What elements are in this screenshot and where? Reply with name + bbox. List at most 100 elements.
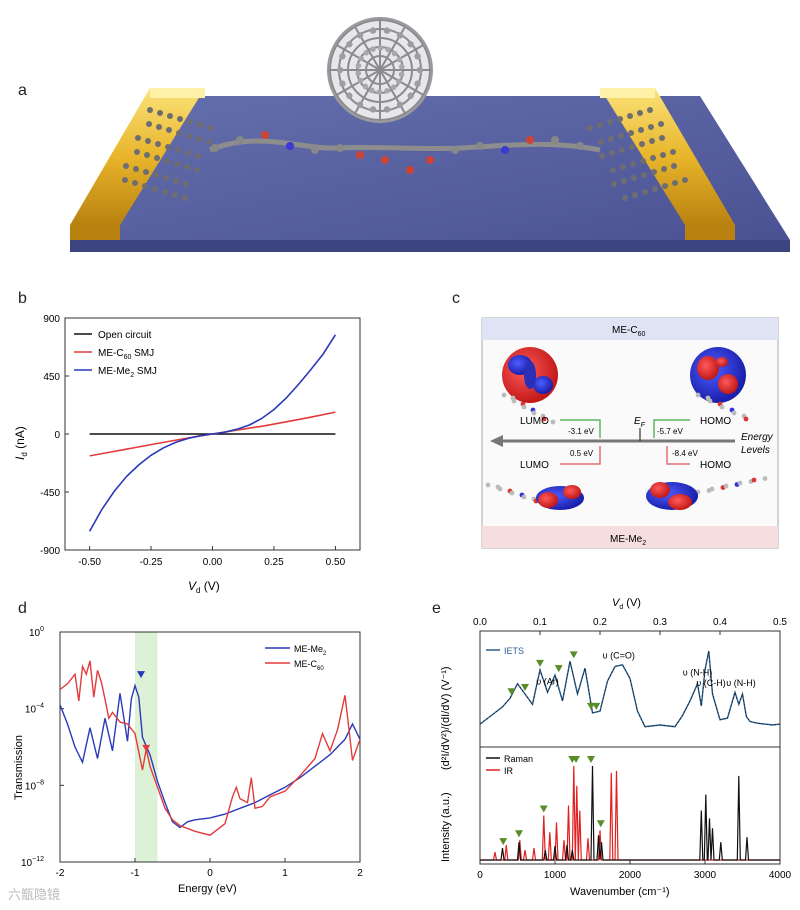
- c60-atom: [414, 53, 421, 60]
- top-x-tick-label: 0.1: [533, 617, 547, 628]
- graphene-atom: [659, 135, 665, 141]
- molecule-atom: [485, 482, 491, 488]
- energy-axis-label-2: Levels: [741, 445, 770, 456]
- watermark-text: 六甑隐镜: [8, 887, 61, 902]
- y-tick-label: 10−8: [25, 779, 44, 792]
- legend-e-raman-label: Raman: [504, 754, 533, 764]
- legend-e-iets-label: IETS: [504, 646, 524, 656]
- graphene-atom: [173, 178, 179, 184]
- graphene-atom: [187, 119, 193, 125]
- iets-peak-marker: [554, 665, 563, 673]
- graphene-atom: [132, 180, 138, 186]
- c60-atom: [362, 83, 369, 90]
- molecule-atom: [737, 480, 743, 486]
- molecule-atom: [521, 404, 527, 410]
- graphene-atom: [207, 125, 213, 131]
- c60-atom: [355, 62, 362, 69]
- graphene-atom: [638, 127, 644, 133]
- legend-open-label: Open circuit: [98, 330, 152, 341]
- backbone-atom: [576, 142, 584, 150]
- c60-atom: [339, 80, 346, 87]
- panel-e-legend-bottom: Raman IR: [486, 754, 533, 776]
- level-me2-homo-bracket: [666, 446, 690, 465]
- y-tick-exponent: −8: [36, 779, 44, 786]
- panel-letter-c: c: [452, 290, 460, 307]
- iets-peak-marker: [587, 702, 595, 710]
- orbital-me2-lumo: [485, 482, 584, 510]
- iets-fit-line: [480, 650, 780, 728]
- backbone-atom: [261, 131, 269, 139]
- panel-e-top-xlabel: Vd (V): [612, 597, 641, 611]
- c60-atom: [414, 80, 421, 87]
- graphene-atom: [640, 158, 646, 164]
- top-x-tick-label: 0.0: [473, 617, 487, 628]
- c60-bond: [379, 69, 424, 96]
- graphene-atom: [620, 164, 626, 170]
- panel-d-markers: [137, 671, 151, 752]
- panel-e-annotations: υ (Ar) υ (C=O) υ (N-H)υ (C-H) υ (N-H): [536, 650, 755, 688]
- panel-e-markers: [499, 651, 605, 846]
- graphene-atom: [651, 169, 657, 175]
- panel-d-ticks: -2 -1 0 1 2 10−12 10−8 10−4 100: [21, 626, 363, 879]
- x-tick-label: 0.50: [326, 557, 346, 568]
- c60-atom: [384, 88, 390, 94]
- molecule-atom: [762, 476, 768, 481]
- panel-e-ylabel-bottom: Intensity (a.u.): [440, 792, 452, 862]
- series-line-me-me2-smj: [88, 334, 337, 532]
- molecule-atom: [511, 398, 517, 404]
- graphene-atom: [175, 147, 181, 153]
- x-tick-label: 0: [477, 870, 483, 881]
- x-tick-label: 2000: [619, 870, 642, 881]
- panel-e-spectra-series: [480, 765, 780, 861]
- substrate-plate: [70, 96, 790, 240]
- graphene-atom: [587, 125, 593, 131]
- x-tick-label: -1: [131, 868, 140, 879]
- backbone-atom: [356, 151, 364, 159]
- graphene-atom: [658, 121, 664, 127]
- c60-fullerene: [327, 17, 433, 123]
- graphene-atom: [648, 124, 654, 130]
- c60-atom: [398, 71, 405, 78]
- backbone-atom: [501, 146, 509, 154]
- graphene-atom: [661, 166, 667, 172]
- x-tick-label: 4000: [769, 870, 792, 881]
- c60-atom: [369, 87, 375, 94]
- top-x-tick-label: 0.2: [593, 617, 607, 628]
- top-x-tick-label: 0.3: [653, 617, 667, 628]
- graphene-atom: [185, 150, 191, 156]
- level-c60-homo-name: HOMO: [700, 416, 731, 427]
- c60-atom: [346, 41, 353, 48]
- graphene-atom: [660, 152, 666, 158]
- molecule-atom: [531, 410, 537, 416]
- x-tick-label: -2: [56, 868, 65, 879]
- molecule-atom: [521, 494, 527, 500]
- panel-b-legend: Open circuit ME-C60 SMJ ME-Me2 SMJ: [74, 330, 157, 379]
- iets-peak-marker: [569, 651, 578, 659]
- c60-atom: [390, 84, 397, 91]
- graphene-atom: [177, 116, 183, 122]
- graphene-atom: [629, 144, 635, 150]
- iets-peak-marker: [507, 688, 516, 696]
- backbone-atoms: [211, 131, 584, 174]
- y-tick-label: 10−12: [21, 856, 44, 869]
- substrate-edge: [70, 240, 790, 252]
- c60-atom: [395, 78, 402, 85]
- graphene-atom: [144, 152, 150, 158]
- x-tick-label: -0.50: [78, 557, 101, 568]
- c60-atom: [396, 56, 403, 63]
- graphene-atom: [647, 107, 653, 113]
- fermi-level-label: EF: [634, 416, 646, 429]
- graphene-atom: [639, 141, 645, 147]
- c60-atom: [407, 92, 414, 99]
- molecule-atom: [550, 419, 556, 425]
- backbone-atom: [551, 136, 559, 144]
- level-c60-lumo-bracket: [560, 419, 601, 438]
- panel-e-iets-series: [480, 650, 780, 728]
- graphene-atom: [123, 163, 129, 169]
- level-me2-lumo-name: LUMO: [520, 460, 549, 471]
- graphene-atom: [182, 195, 188, 201]
- c60-atom: [369, 27, 377, 34]
- graphene-atom: [146, 121, 152, 127]
- graphene-atom: [195, 153, 201, 159]
- c60-atom: [339, 53, 346, 60]
